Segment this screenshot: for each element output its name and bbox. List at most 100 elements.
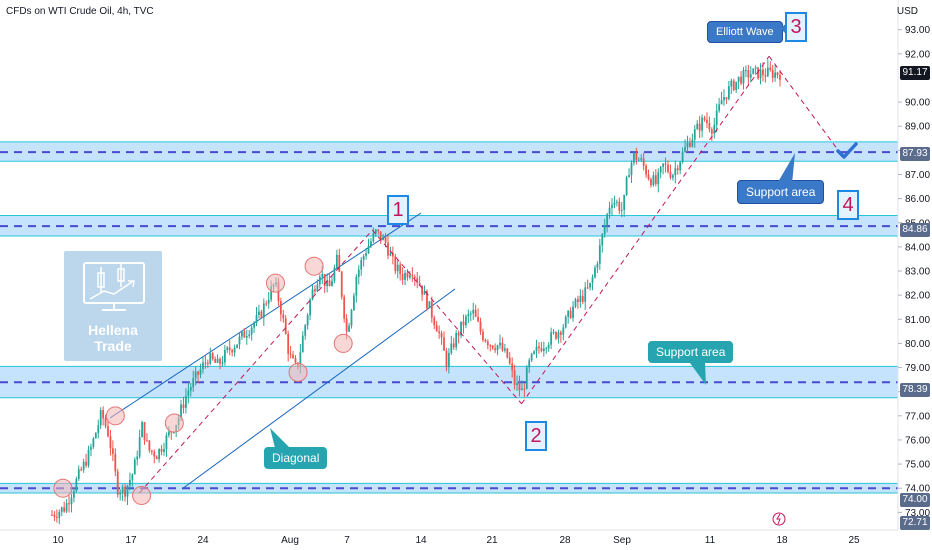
- candle-body: [348, 325, 350, 332]
- candles-monitor-icon: [83, 262, 145, 311]
- candle-body: [180, 404, 182, 418]
- candle-body: [250, 327, 253, 335]
- candle-body: [642, 158, 645, 166]
- candle-body: [185, 395, 187, 408]
- candle-body: [713, 124, 716, 134]
- candle-body: [615, 201, 618, 203]
- candle-body: [523, 388, 526, 390]
- candle-body: [267, 299, 270, 304]
- candle-body: [501, 342, 504, 351]
- candle-body: [355, 276, 358, 296]
- candle-body: [92, 438, 95, 448]
- candle-body: [150, 450, 153, 452]
- candle-body: [124, 486, 126, 497]
- elliott-wave-path: [138, 55, 839, 494]
- candle-body: [460, 321, 462, 336]
- currency-label: USD: [896, 6, 918, 17]
- candle-body: [469, 313, 472, 315]
- candle-body: [63, 507, 66, 512]
- candle-body: [669, 171, 672, 178]
- candle-body: [603, 225, 606, 235]
- candle-body: [206, 362, 209, 364]
- candle-body: [430, 301, 433, 318]
- wave-label-1: 1: [387, 195, 409, 225]
- candle-body: [418, 282, 421, 286]
- candle-body: [491, 345, 494, 349]
- candle-body: [752, 68, 755, 75]
- candle-body: [262, 303, 265, 318]
- candle-body: [581, 295, 584, 302]
- candle-body: [730, 80, 733, 87]
- candle-body: [238, 336, 241, 345]
- candle-body: [586, 287, 589, 289]
- candle-body: [562, 327, 565, 335]
- marked-point-circle: [304, 256, 324, 276]
- candle-body: [211, 353, 214, 360]
- candle-body: [121, 486, 124, 493]
- candle-body: [343, 296, 346, 319]
- candle-body: [591, 277, 594, 284]
- support-price-label-3: 78.39: [900, 383, 930, 397]
- candle-body: [119, 492, 122, 495]
- candle-body: [732, 80, 735, 91]
- candle-body: [231, 350, 234, 353]
- candle-body: [691, 139, 694, 147]
- candle-body: [477, 316, 479, 322]
- candle-body: [214, 359, 217, 363]
- candle-body: [204, 362, 207, 364]
- y-tick-label: 87.00: [905, 170, 930, 181]
- candle-body: [136, 456, 139, 460]
- candle-body: [450, 343, 453, 353]
- candle-body: [421, 285, 423, 295]
- y-tick-label: 74.00: [905, 484, 930, 495]
- y-tick-label: 73.00: [905, 508, 930, 519]
- candle-body: [309, 299, 311, 316]
- candle-body: [94, 432, 97, 439]
- candle-body: [255, 315, 258, 323]
- candle-body: [633, 153, 635, 163]
- candle-body: [226, 347, 229, 350]
- candle-body: [725, 97, 728, 99]
- candle-body: [645, 165, 647, 175]
- candle-body: [482, 331, 484, 341]
- candle-body: [742, 70, 745, 84]
- candle-body: [545, 348, 548, 350]
- candle-body: [745, 69, 747, 71]
- lightning-icon[interactable]: [772, 512, 786, 526]
- candle-body: [766, 67, 769, 77]
- candle-body: [107, 426, 109, 437]
- candle-body: [316, 284, 319, 292]
- candle-body: [754, 67, 757, 69]
- candle-body: [589, 283, 591, 288]
- candle-body: [55, 516, 58, 518]
- candle-body: [540, 348, 543, 352]
- candle-body: [350, 310, 353, 326]
- candle-body: [435, 325, 438, 332]
- x-tick-label: 7: [344, 535, 350, 546]
- candle-body: [158, 448, 161, 460]
- marked-point-circle: [105, 406, 125, 426]
- wave-label-4: 4: [837, 190, 859, 220]
- x-tick-label: Sep: [613, 535, 631, 546]
- candle-body: [60, 507, 63, 512]
- marked-point-circle: [53, 478, 73, 498]
- candle-body: [99, 410, 102, 426]
- candle-body: [304, 325, 307, 336]
- candle-body: [577, 299, 579, 302]
- candle-body: [335, 254, 338, 268]
- candle-body: [572, 306, 574, 319]
- candle-body: [387, 242, 389, 256]
- candle-body: [650, 179, 652, 186]
- candle-body: [289, 353, 292, 355]
- support-price-label-2: 84.86: [900, 223, 930, 237]
- candle-body: [372, 233, 375, 242]
- candle-body: [555, 332, 557, 339]
- candle-body: [411, 275, 414, 277]
- support-price-label-1: 87.93: [900, 147, 930, 161]
- y-tick-label: 80.00: [905, 339, 930, 350]
- candle-body: [131, 474, 134, 480]
- candle-body: [618, 201, 621, 211]
- y-tick-label: 77.00: [905, 411, 930, 422]
- candle-body: [292, 354, 294, 359]
